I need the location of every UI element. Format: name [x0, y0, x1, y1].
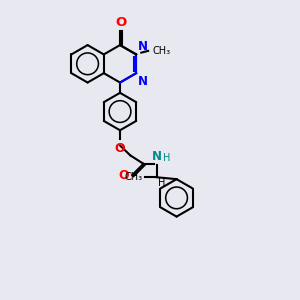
Text: N: N: [152, 150, 162, 163]
Text: O: O: [115, 142, 125, 155]
Text: CH₃: CH₃: [153, 46, 171, 56]
Text: H: H: [158, 178, 166, 188]
Text: CH₃: CH₃: [125, 172, 143, 182]
Text: N: N: [138, 75, 148, 88]
Text: O: O: [118, 169, 129, 182]
Text: N: N: [138, 40, 148, 53]
Text: O: O: [115, 16, 126, 29]
Text: H: H: [164, 153, 171, 164]
